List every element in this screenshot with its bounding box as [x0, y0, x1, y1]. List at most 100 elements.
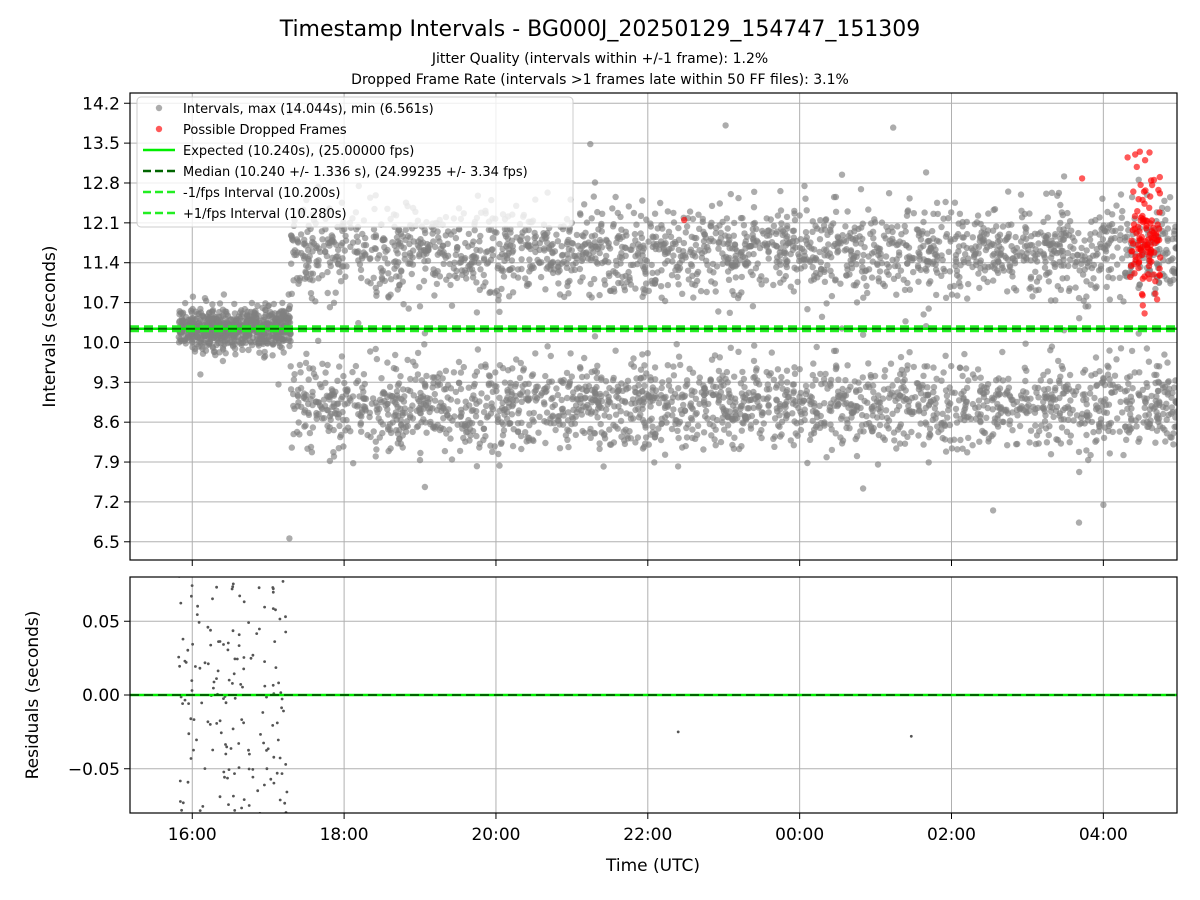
interval-point [309, 234, 316, 242]
interval-point [595, 243, 602, 251]
interval-point [248, 299, 256, 307]
interval-point [1010, 284, 1018, 292]
interval-point [243, 315, 250, 323]
interval-point [1116, 236, 1124, 244]
interval-point [942, 294, 950, 301]
interval-point [1090, 261, 1098, 269]
interval-point [1063, 428, 1071, 435]
interval-point [1000, 267, 1008, 274]
interval-point [362, 241, 370, 249]
interval-point [629, 396, 637, 403]
residual-point [190, 594, 193, 598]
interval-point [705, 400, 712, 408]
interval-point [1092, 284, 1099, 292]
interval-point [462, 423, 470, 430]
interval-point [309, 424, 317, 431]
residual-point [242, 721, 246, 725]
interval-point [367, 280, 374, 287]
interval-point [904, 260, 911, 267]
interval-point [1161, 383, 1169, 391]
interval-point [549, 403, 556, 411]
interval-point [859, 264, 866, 271]
interval-point [1038, 422, 1045, 429]
interval-point [367, 433, 374, 441]
interval-point [350, 460, 357, 467]
interval-point [770, 222, 778, 230]
interval-point [944, 414, 951, 421]
interval-point [558, 396, 565, 404]
interval-point [303, 350, 310, 357]
interval-point [409, 358, 417, 365]
residual-point [215, 722, 219, 725]
interval-point [320, 242, 328, 250]
interval-point [401, 255, 408, 263]
residual-point [223, 775, 226, 779]
interval-point [1032, 268, 1039, 275]
interval-point [1050, 413, 1057, 421]
interval-point [579, 243, 586, 250]
interval-point [499, 399, 506, 406]
interval-point [330, 299, 338, 306]
interval-point [509, 402, 516, 410]
interval-point [476, 238, 483, 245]
interval-point [447, 435, 454, 442]
interval-point [1071, 237, 1078, 245]
interval-point [664, 362, 671, 369]
interval-point [1043, 439, 1051, 446]
interval-point [588, 399, 595, 406]
interval-point [457, 406, 465, 413]
interval-point [1065, 416, 1072, 423]
residual-point [266, 747, 270, 751]
interval-point [590, 193, 597, 200]
interval-point [687, 400, 695, 407]
interval-point [710, 422, 717, 430]
interval-point [702, 407, 710, 415]
interval-point [466, 261, 473, 269]
interval-point [307, 396, 314, 403]
interval-point [1017, 191, 1025, 198]
interval-point [376, 252, 383, 259]
interval-point [625, 268, 632, 276]
dropped-frame-point [1132, 151, 1139, 158]
interval-point [698, 250, 706, 257]
interval-point [621, 283, 628, 290]
interval-point [818, 380, 825, 388]
interval-point [301, 409, 308, 416]
interval-point [532, 393, 539, 400]
interval-point [1022, 340, 1029, 347]
y-tick-label: 14.2 [82, 94, 120, 114]
interval-point [407, 375, 414, 383]
interval-point [969, 442, 976, 449]
interval-point [495, 262, 502, 269]
interval-point [822, 370, 829, 378]
interval-point [371, 245, 379, 252]
interval-point [999, 418, 1006, 425]
interval-point [751, 342, 758, 349]
interval-point [508, 237, 516, 244]
interval-point [719, 260, 726, 267]
dropped-frame-point [1124, 154, 1131, 161]
residual-point [269, 777, 273, 781]
interval-point [672, 240, 679, 248]
residual-point [222, 697, 225, 700]
interval-point [915, 403, 922, 410]
interval-point [1005, 188, 1012, 195]
interval-point [384, 260, 391, 267]
residual-point [263, 605, 266, 609]
interval-point [1160, 410, 1167, 418]
interval-point [272, 315, 279, 322]
interval-point [809, 218, 816, 225]
dropped-frame-point [1135, 264, 1142, 272]
interval-point [1111, 388, 1119, 396]
interval-point [434, 374, 441, 381]
interval-point [675, 224, 682, 232]
interval-point [1143, 395, 1150, 402]
interval-point [599, 210, 606, 217]
interval-point [991, 206, 999, 213]
interval-point [288, 444, 295, 451]
interval-point [290, 430, 297, 438]
interval-point [637, 397, 644, 404]
interval-point [957, 415, 964, 423]
interval-point [1037, 229, 1044, 236]
interval-point [288, 260, 295, 267]
